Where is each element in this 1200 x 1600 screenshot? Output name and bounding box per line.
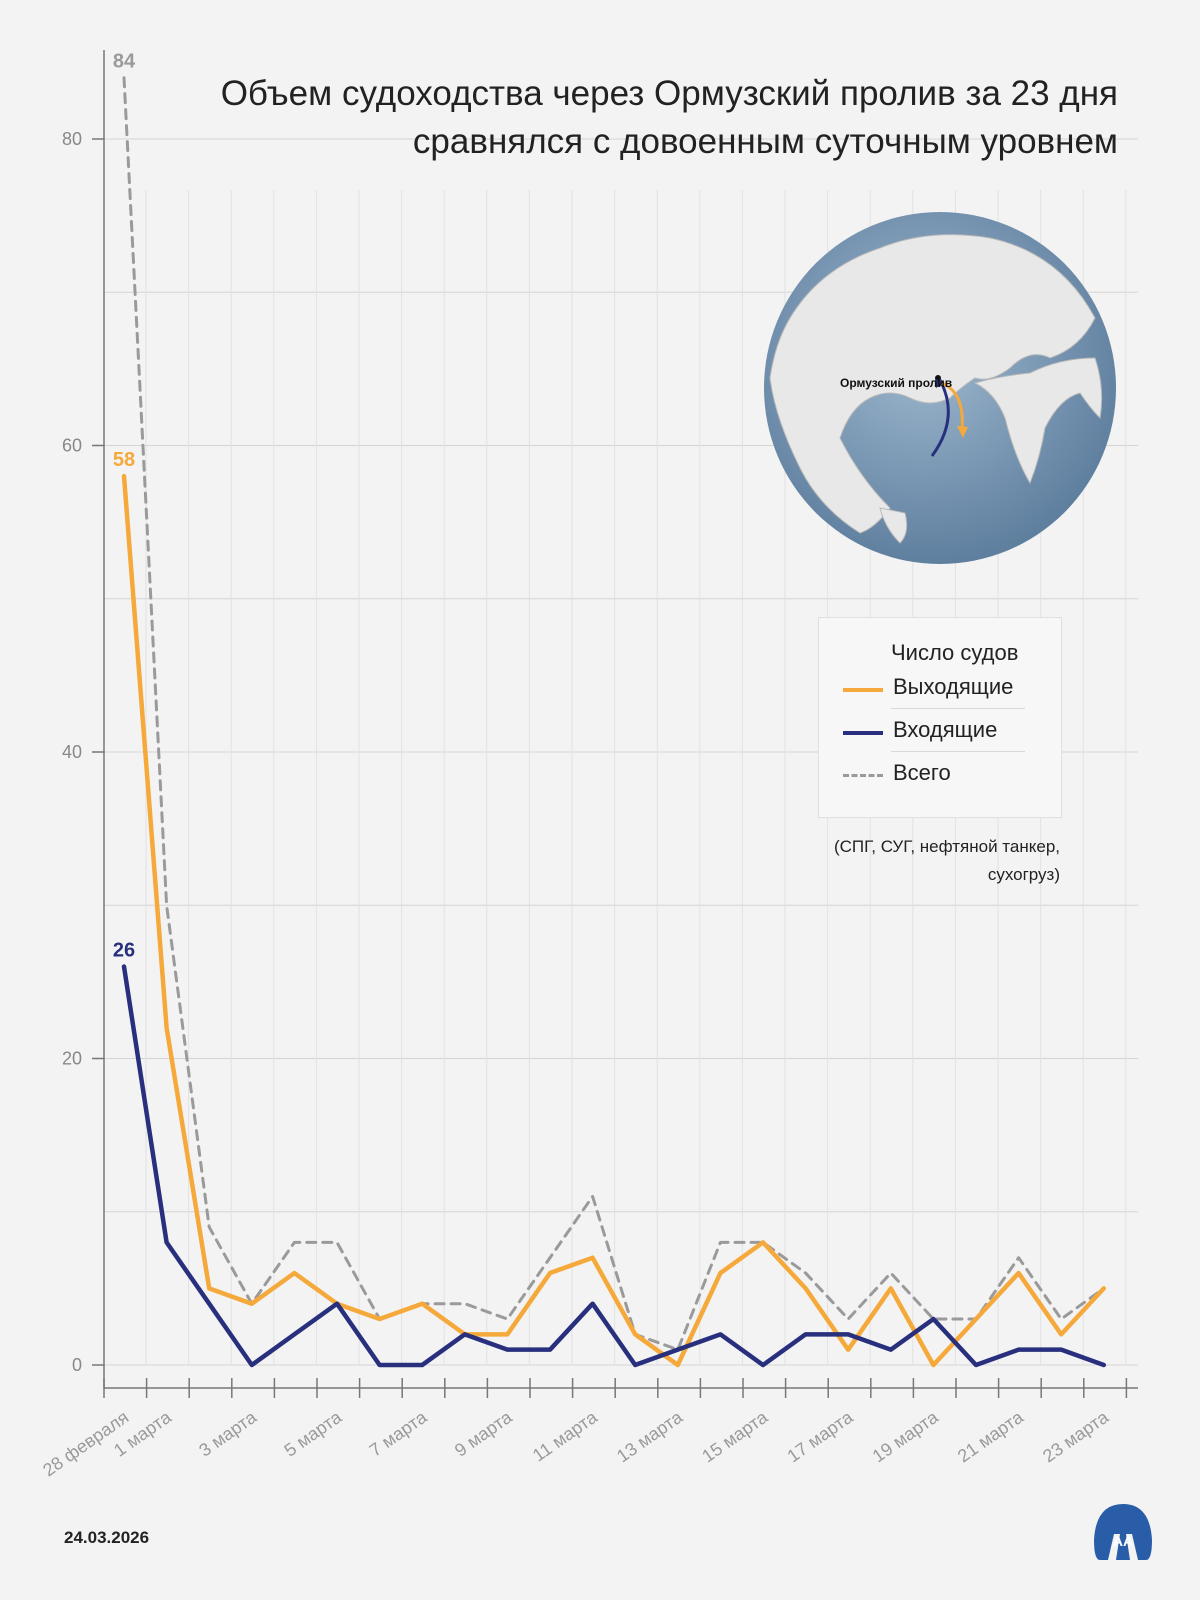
- x-tick-label: 13 марта: [613, 1406, 687, 1466]
- vessel-types-note: (СПГ, СУГ, нефтяной танкер, сухогруз): [833, 837, 1060, 884]
- series-line-outgoing: [121, 473, 1107, 1368]
- legend-item-incoming: Входящие: [819, 711, 1063, 751]
- legend-swatch-outgoing: [843, 688, 883, 692]
- legend: Число судов Выходящие Входящие Всего: [818, 617, 1062, 818]
- y-tick-label: 80: [62, 129, 82, 149]
- globe-map-icon: [764, 212, 1116, 564]
- data-label: 84: [113, 51, 136, 73]
- y-tick-label: 0: [72, 1355, 82, 1375]
- x-tick-label: 9 марта: [451, 1406, 517, 1460]
- legend-swatch-incoming: [843, 731, 883, 735]
- legend-item-total: Всего: [819, 754, 1063, 794]
- legend-swatch-total: [843, 774, 883, 777]
- data-label: 58: [113, 449, 135, 471]
- x-tick-label: 15 марта: [698, 1406, 772, 1466]
- x-tick-label: 17 марта: [784, 1406, 858, 1466]
- grid: [104, 138, 1138, 1366]
- y-tick-label: 40: [62, 742, 82, 762]
- legend-divider: [891, 708, 1025, 709]
- aa-logo-icon: AA: [1094, 1504, 1152, 1560]
- data-labels: 84 58 26: [113, 51, 136, 962]
- x-tick-label: 7 марта: [366, 1406, 432, 1460]
- x-tick-label: 11 марта: [529, 1406, 602, 1465]
- map-label: Ормузский пролив: [840, 376, 953, 390]
- x-tick-label: 23 марта: [1039, 1406, 1113, 1466]
- legend-item-outgoing: Выходящие: [819, 668, 1063, 708]
- x-tick-label: 21 марта: [954, 1406, 1028, 1466]
- legend-divider: [891, 751, 1025, 752]
- x-tick-label: 3 марта: [195, 1406, 261, 1460]
- legend-label-incoming: Входящие: [893, 717, 998, 742]
- date-stamp: 24.03.2026: [64, 1528, 150, 1547]
- legend-label-total: Всего: [893, 760, 951, 785]
- chart-title: Объем судоходства через Ормузский пролив…: [220, 74, 1118, 161]
- series-lines: [121, 76, 1107, 1368]
- x-tick-label: 19 марта: [869, 1406, 943, 1466]
- legend-label-outgoing: Выходящие: [893, 674, 1014, 699]
- logo-text: AA: [1113, 1533, 1133, 1549]
- x-tick-label: 5 марта: [281, 1406, 347, 1460]
- series-line-total: [122, 76, 1106, 1352]
- data-label: 26: [113, 940, 135, 962]
- series-line-incoming: [121, 964, 1107, 1368]
- legend-title: Число судов: [891, 640, 1019, 665]
- y-tick-label: 60: [62, 436, 82, 456]
- y-tick-label: 20: [62, 1049, 82, 1069]
